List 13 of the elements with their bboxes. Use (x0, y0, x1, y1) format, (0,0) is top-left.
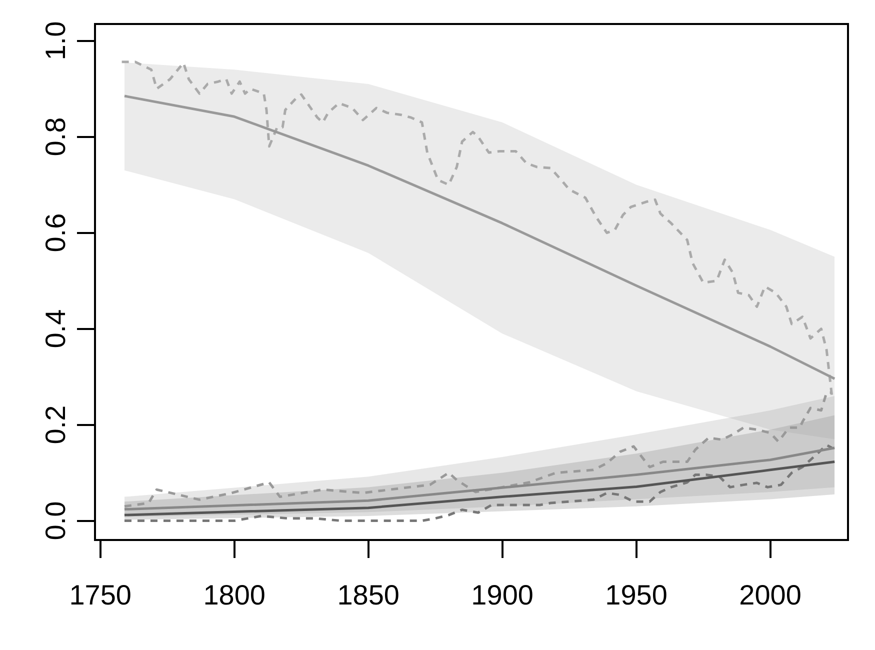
y-tick-label: 0.2 (40, 405, 71, 444)
x-tick-label: 1800 (203, 580, 266, 611)
x-tick-label: 1950 (605, 580, 668, 611)
y-tick-label: 0.8 (40, 117, 71, 156)
x-tick-label: 1850 (337, 580, 400, 611)
y-tick-label: 1.0 (40, 21, 71, 60)
y-tick-label: 0.0 (40, 501, 71, 540)
y-tick-label: 0.4 (40, 309, 71, 348)
line-series (123, 444, 834, 522)
x-tick-label: 1750 (69, 580, 132, 611)
x-tick-label: 1900 (471, 580, 534, 611)
x-tick-label: 2000 (739, 580, 802, 611)
y-tick-label: 0.6 (40, 213, 71, 252)
